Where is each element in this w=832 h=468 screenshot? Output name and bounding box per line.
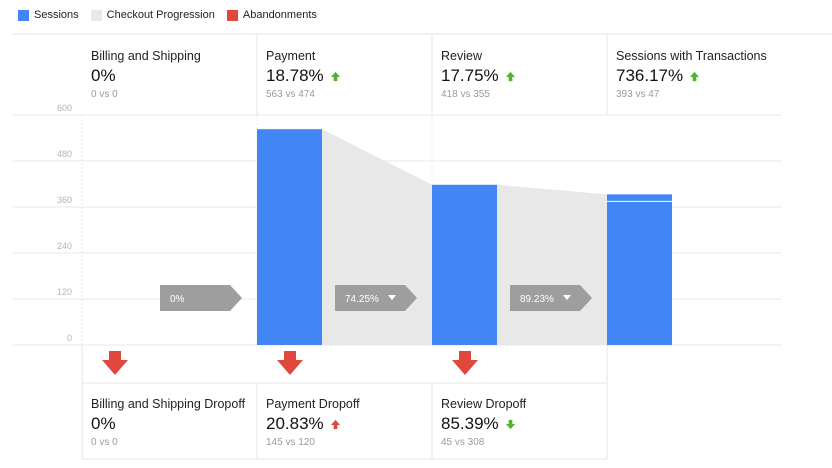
y-tick-label: 240 (57, 241, 72, 251)
pill-shape (510, 285, 592, 311)
stage-compare: 393 vs 47 (616, 89, 660, 100)
stage-value: 736.17% (616, 66, 684, 85)
stage-card-review[interactable]: Review 17.75% 418 vs 355 (432, 49, 604, 101)
legend-item-sessions[interactable]: Sessions (18, 9, 79, 21)
y-tick-label: 360 (57, 195, 72, 205)
trend-up-icon (690, 71, 700, 81)
stage-title: Billing and Shipping (91, 49, 201, 63)
abandonment-arrow-icon (277, 351, 303, 375)
pill-shape (160, 285, 242, 311)
dropoff-compare: 45 vs 308 (441, 437, 485, 448)
dropoff-title: Review Dropoff (441, 397, 527, 411)
caret-down-icon (388, 295, 396, 300)
y-tick-label: 120 (57, 287, 72, 297)
progression-percent: 0% (170, 294, 185, 305)
checkout-progression-area (497, 184, 607, 345)
trend-down-good-icon (505, 419, 515, 429)
bar-layer (257, 129, 672, 345)
pill-shape (335, 285, 417, 311)
stage-value: 0% (91, 66, 116, 85)
legend-swatch-sessions (18, 9, 29, 21)
dropoff-value: 0% (91, 414, 116, 433)
trend-up-bad-icon (330, 419, 340, 429)
dropoff-compare: 0 vs 0 (91, 437, 118, 448)
y-tick-label: 480 (57, 149, 72, 159)
progression-pill[interactable]: 89.23% (510, 285, 592, 311)
y-tick-label: 600 (57, 103, 72, 113)
legend-label-checkout-progression: Checkout Progression (106, 9, 215, 21)
stage-title: Sessions with Transactions (616, 49, 767, 63)
dropoff-card-payment[interactable]: Payment Dropoff 20.83% 145 vs 120 (257, 397, 429, 449)
drop-arrow-layer (102, 351, 478, 375)
sessions-bar[interactable] (432, 184, 497, 345)
legend-swatch-checkout-progression (90, 9, 102, 21)
checkout-progression-area (322, 129, 432, 345)
legend-label-abandonments: Abandonments (242, 9, 317, 21)
progression-pill[interactable]: 74.25% (335, 285, 417, 311)
stage-title: Payment (266, 49, 316, 63)
abandonment-arrow-icon (102, 351, 128, 375)
dropoff-card-billing-shipping[interactable]: Billing and Shipping Dropoff 0% 0 vs 0 (82, 397, 254, 449)
legend-label-sessions: Sessions (34, 9, 79, 21)
dropoff-title: Billing and Shipping Dropoff (91, 397, 246, 411)
stage-compare: 0 vs 0 (91, 89, 118, 100)
dropoff-card-review[interactable]: Review Dropoff 85.39% 45 vs 308 (432, 397, 604, 449)
stage-compare: 563 vs 474 (266, 89, 315, 100)
abandonment-arrow-icon (452, 351, 478, 375)
sessions-bar[interactable] (607, 194, 672, 345)
caret-down-icon (563, 295, 571, 300)
chart-frame (12, 33, 832, 460)
y-tick-label: 0 (67, 333, 72, 343)
dropoff-title: Payment Dropoff (266, 397, 360, 411)
legend-item-abandonments[interactable]: Abandonments (226, 9, 317, 21)
stage-compare: 418 vs 355 (441, 89, 490, 100)
stage-value: 18.78% (266, 66, 324, 85)
trend-up-icon (505, 71, 515, 81)
stage-card-transactions[interactable]: Sessions with Transactions 736.17% 393 v… (607, 49, 817, 101)
pill-layer: 0% 74.25% 89.23% (160, 285, 592, 311)
dropoff-compare: 145 vs 120 (266, 437, 315, 448)
progression-percent: 89.23% (520, 294, 554, 305)
stage-card-billing-shipping[interactable]: Billing and Shipping 0% 0 vs 0 (82, 49, 254, 101)
stage-card-payment[interactable]: Payment 18.78% 563 vs 474 (257, 49, 429, 101)
sessions-bar[interactable] (257, 129, 322, 345)
stage-title: Review (441, 49, 482, 63)
dropoff-value: 85.39% (441, 414, 499, 433)
progression-percent: 74.25% (345, 294, 379, 305)
trend-up-icon (330, 71, 340, 81)
dropoff-value: 20.83% (266, 414, 324, 433)
legend-item-checkout-progression[interactable]: Checkout Progression (90, 9, 215, 21)
stage-value: 17.75% (441, 66, 499, 85)
legend: Sessions Checkout Progression Abandonmen… (18, 8, 329, 22)
legend-swatch-abandonments (226, 9, 238, 21)
progression-pill[interactable]: 0% (160, 285, 242, 311)
